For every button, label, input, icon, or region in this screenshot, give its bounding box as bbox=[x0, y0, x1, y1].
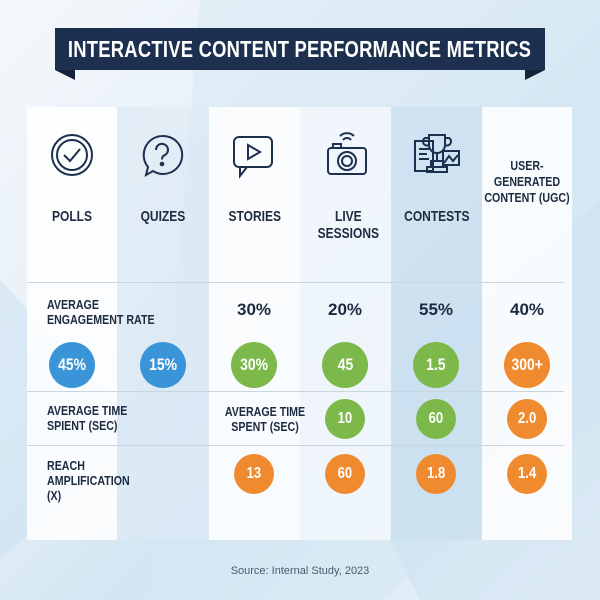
value-text: 300+ bbox=[511, 355, 543, 374]
engagement-header-value: 40% bbox=[509, 300, 545, 319]
engagement-value-circle: 45% bbox=[49, 342, 95, 388]
page-title: INTERACTIVE CONTENT PERFORMANCE METRICS bbox=[68, 35, 532, 62]
value-text: 1.8 bbox=[426, 465, 446, 482]
divider bbox=[27, 282, 564, 283]
column-label-stories: STORIES bbox=[228, 208, 281, 225]
source-note: Source: Internal Study, 2023 bbox=[230, 565, 370, 577]
engagement-value-circle: 1.5 bbox=[413, 342, 459, 388]
reach-value-circle: 1.4 bbox=[507, 454, 547, 494]
engagement-header-value: 55% bbox=[418, 300, 454, 319]
divider bbox=[27, 445, 564, 446]
column-label-polls: POLLS bbox=[51, 208, 92, 225]
inline-time-label: AVERAGE TIME SPENT (SEC) bbox=[224, 404, 306, 434]
value-text: 1.5 bbox=[426, 355, 446, 374]
column-label-ugc: USER-GENERATED CONTENT (UGC) bbox=[484, 158, 570, 205]
engagement-header-value: 30% bbox=[236, 300, 272, 319]
column-polls bbox=[27, 107, 117, 540]
column-label-contests: CONTESTS bbox=[403, 208, 470, 225]
trophy-icon bbox=[414, 134, 460, 173]
time-value-circle: 2.0 bbox=[507, 399, 547, 439]
value-text: 60 bbox=[428, 410, 444, 427]
value-text: 10 bbox=[337, 410, 353, 427]
row-label-time: AVERAGE TIME SPIENT (SEC) bbox=[47, 403, 128, 433]
ribbon-tail-right bbox=[525, 70, 545, 80]
engagement-header-value: 20% bbox=[327, 300, 363, 319]
value-text: 2.0 bbox=[517, 410, 537, 427]
column-label-quizes: QUIZES bbox=[140, 208, 186, 225]
question-bubble-icon bbox=[142, 134, 184, 177]
time-value-circle: 60 bbox=[416, 399, 456, 439]
engagement-value-circle: 15% bbox=[140, 342, 186, 388]
time-value-circle: 10 bbox=[325, 399, 365, 439]
reach-value-circle: 1.8 bbox=[416, 454, 456, 494]
reach-value-circle: 60 bbox=[325, 454, 365, 494]
column-quizes bbox=[117, 107, 209, 540]
value-text: 1.4 bbox=[517, 465, 537, 482]
column-label-live-sessions: LIVE SESSIONS bbox=[317, 208, 380, 242]
play-bubble-icon bbox=[233, 136, 273, 179]
value-text: 45% bbox=[58, 355, 86, 374]
camera-broadcast-icon bbox=[327, 132, 367, 175]
reach-value-circle: 13 bbox=[234, 454, 274, 494]
value-text: 13 bbox=[246, 465, 262, 482]
engagement-value-circle: 45 bbox=[322, 342, 368, 388]
row-label-engagement: AVERAGE ENGAGEMENT RATE bbox=[47, 297, 155, 327]
divider bbox=[27, 391, 564, 392]
title-banner: INTERACTIVE CONTENT PERFORMANCE METRICS bbox=[55, 28, 545, 70]
ribbon-tail-left bbox=[55, 70, 75, 80]
value-text: 15% bbox=[149, 355, 177, 374]
value-text: 45 bbox=[337, 355, 353, 374]
value-text: 60 bbox=[337, 465, 353, 482]
check-circle-icon bbox=[51, 134, 93, 176]
engagement-value-circle: 30% bbox=[231, 342, 277, 388]
value-text: 30% bbox=[240, 355, 268, 374]
row-label-reach: REACH AMPLIFICATION (X) bbox=[47, 458, 130, 503]
engagement-value-circle: 300+ bbox=[504, 342, 550, 388]
